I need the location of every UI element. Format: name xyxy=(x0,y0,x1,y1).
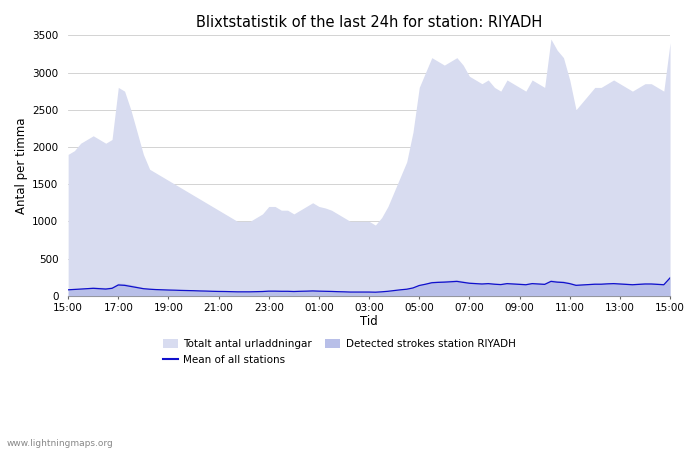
Y-axis label: Antal per timma: Antal per timma xyxy=(15,117,28,214)
Legend: Totalt antal urladdningar, Mean of all stations, Detected strokes station RIYADH: Totalt antal urladdningar, Mean of all s… xyxy=(158,335,519,369)
Text: www.lightningmaps.org: www.lightningmaps.org xyxy=(7,439,113,448)
Title: Blixtstatistik of the last 24h for station: RIYADH: Blixtstatistik of the last 24h for stati… xyxy=(196,15,542,30)
X-axis label: Tid: Tid xyxy=(360,315,378,328)
